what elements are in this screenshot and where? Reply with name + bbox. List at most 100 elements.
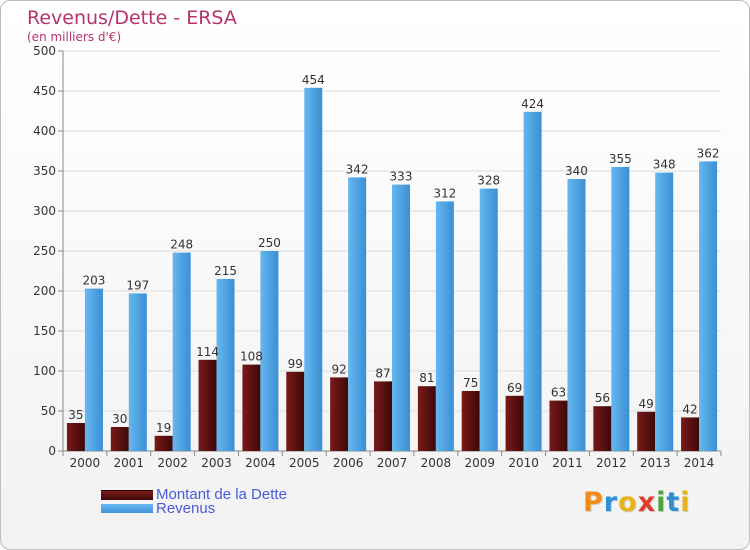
data-label-revenue: 362 bbox=[697, 146, 720, 160]
bar-debt bbox=[242, 364, 261, 451]
x-tick-label: 2003 bbox=[201, 456, 232, 470]
x-tick-label: 2000 bbox=[70, 456, 101, 470]
bar-debt bbox=[461, 391, 480, 451]
x-tick-label: 2013 bbox=[640, 456, 671, 470]
data-label-debt: 30 bbox=[112, 412, 127, 426]
data-label-revenue: 328 bbox=[477, 174, 500, 188]
data-label-debt: 42 bbox=[682, 402, 697, 416]
bar-debt bbox=[154, 435, 173, 451]
legend-swatch-debt bbox=[101, 490, 153, 500]
data-label-revenue: 355 bbox=[609, 152, 632, 166]
logo-letter: i bbox=[656, 487, 667, 518]
bar-debt bbox=[549, 400, 568, 451]
x-tick-label: 2004 bbox=[245, 456, 276, 470]
y-tick-label: 100 bbox=[33, 364, 56, 378]
legend-swatch-revenue bbox=[101, 504, 153, 513]
x-tick-label: 2011 bbox=[552, 456, 583, 470]
bar-debt bbox=[110, 427, 129, 451]
bar-debt bbox=[417, 386, 436, 451]
data-label-revenue: 348 bbox=[653, 158, 676, 172]
y-tick-label: 150 bbox=[33, 324, 56, 338]
data-label-debt: 75 bbox=[463, 376, 478, 390]
bar-revenue bbox=[128, 293, 147, 451]
bar-revenue bbox=[699, 161, 718, 451]
bar-revenue bbox=[348, 177, 367, 451]
y-tick-label: 0 bbox=[48, 444, 56, 458]
legend-label-debt: Montant de la Dette bbox=[156, 486, 287, 503]
data-label-revenue: 424 bbox=[521, 97, 544, 111]
bar-debt bbox=[637, 411, 656, 451]
bar-debt bbox=[593, 406, 612, 451]
bar-debt bbox=[286, 371, 305, 451]
bar-debt bbox=[330, 377, 349, 451]
data-label-revenue: 342 bbox=[346, 162, 369, 176]
x-tick-label: 2014 bbox=[684, 456, 715, 470]
x-tick-label: 2001 bbox=[114, 456, 145, 470]
data-label-revenue: 203 bbox=[82, 274, 105, 288]
bar-debt bbox=[66, 423, 85, 451]
data-label-revenue: 197 bbox=[126, 278, 149, 292]
bar-debt bbox=[198, 359, 217, 451]
data-label-revenue: 340 bbox=[565, 164, 588, 178]
bar-debt bbox=[681, 417, 700, 451]
data-label-revenue: 215 bbox=[214, 264, 237, 278]
bar-revenue bbox=[567, 179, 586, 451]
x-tick-label: 2012 bbox=[596, 456, 627, 470]
data-label-revenue: 312 bbox=[433, 186, 456, 200]
x-tick-label: 2002 bbox=[157, 456, 188, 470]
bar-revenue bbox=[611, 167, 630, 451]
logo-letter: o bbox=[618, 487, 638, 518]
data-label-debt: 81 bbox=[419, 371, 434, 385]
legend-item-debt: Montant de la Dette bbox=[101, 486, 401, 503]
y-tick-label: 300 bbox=[33, 204, 56, 218]
chart-title: Revenus/Dette - ERSA bbox=[27, 7, 237, 29]
y-tick-label: 500 bbox=[33, 44, 56, 58]
bar-revenue bbox=[392, 184, 410, 451]
bar-revenue bbox=[655, 172, 674, 451]
x-tick-label: 2009 bbox=[464, 456, 495, 470]
data-label-debt: 69 bbox=[507, 381, 522, 395]
bar-revenue bbox=[304, 87, 323, 452]
data-label-debt: 87 bbox=[375, 366, 390, 380]
logo-letter: r bbox=[603, 487, 619, 518]
y-tick-label: 50 bbox=[41, 404, 56, 418]
bar-revenue bbox=[84, 288, 103, 451]
data-label-debt: 56 bbox=[595, 391, 610, 405]
chart-subtitle: (en milliers d'€) bbox=[27, 30, 122, 44]
bar-revenue bbox=[435, 201, 454, 451]
proxiti-logo: Proxiti bbox=[583, 487, 691, 518]
y-tick-label: 400 bbox=[33, 124, 56, 138]
data-label-debt: 99 bbox=[288, 357, 303, 371]
logo-letter: t bbox=[666, 487, 681, 518]
data-label-revenue: 454 bbox=[302, 73, 325, 87]
y-tick-label: 450 bbox=[33, 84, 56, 98]
bar-debt bbox=[505, 395, 524, 451]
data-label-debt: 108 bbox=[240, 350, 263, 364]
legend-label-revenue: Revenus bbox=[156, 500, 216, 517]
legend-item-revenue: Revenus bbox=[101, 500, 401, 517]
data-label-debt: 92 bbox=[331, 362, 346, 376]
data-label-revenue: 250 bbox=[258, 236, 281, 250]
logo-letter: i bbox=[680, 487, 691, 518]
logo-letter: x bbox=[637, 487, 657, 518]
bar-revenue bbox=[523, 111, 542, 452]
bar-revenue bbox=[479, 188, 498, 451]
x-tick-label: 2010 bbox=[508, 456, 539, 470]
data-label-revenue: 333 bbox=[390, 170, 413, 184]
bar-revenue bbox=[172, 252, 191, 451]
x-tick-label: 2007 bbox=[377, 456, 408, 470]
data-label-revenue: 248 bbox=[170, 238, 193, 252]
x-tick-label: 2006 bbox=[333, 456, 364, 470]
data-label-debt: 19 bbox=[156, 421, 171, 435]
y-tick-label: 350 bbox=[33, 164, 56, 178]
bar-debt bbox=[374, 381, 392, 451]
data-label-debt: 35 bbox=[68, 408, 83, 422]
logo-letter: P bbox=[583, 487, 604, 518]
data-label-debt: 63 bbox=[551, 386, 566, 400]
bar-revenue bbox=[216, 279, 235, 451]
x-tick-label: 2008 bbox=[421, 456, 452, 470]
data-label-debt: 49 bbox=[639, 397, 654, 411]
bar-revenue bbox=[260, 251, 279, 451]
